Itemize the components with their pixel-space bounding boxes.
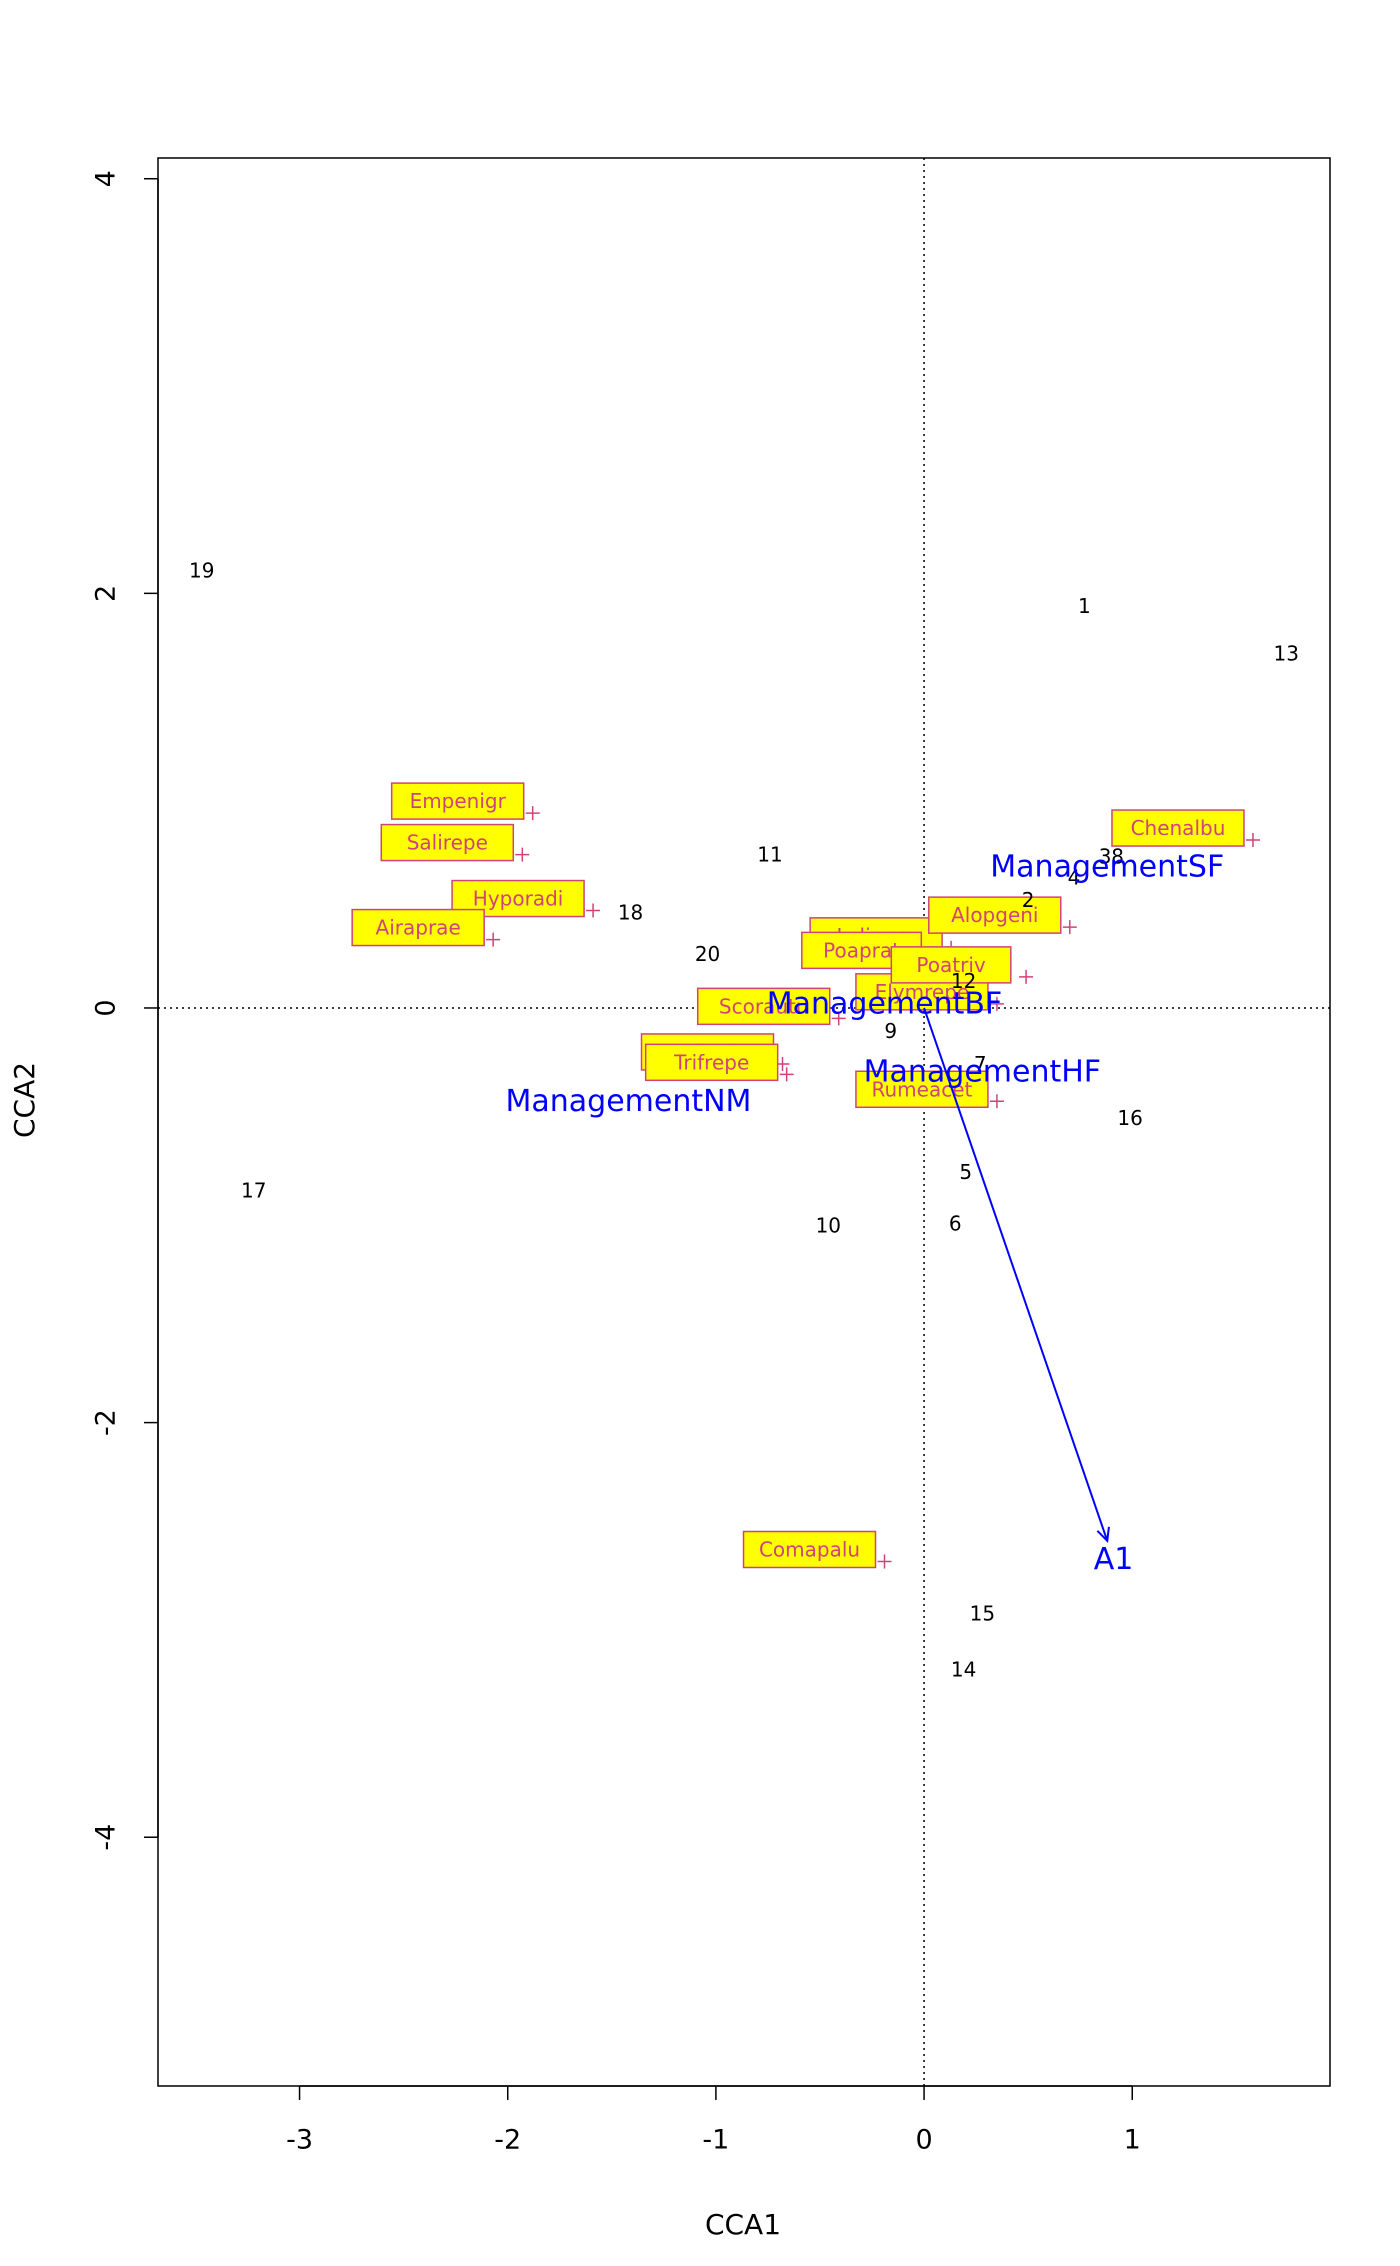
site-label: 13 (1274, 641, 1299, 665)
species-label: Scorautu (719, 994, 809, 1018)
species-label: Chenalbu (1131, 816, 1226, 840)
species-marker (877, 1554, 892, 1569)
site-label: 12 (951, 969, 976, 993)
species-label: Hyporadi (473, 887, 564, 911)
species-label: Trifrepe (673, 1050, 749, 1074)
species-marker (515, 847, 530, 862)
biplot-arrow-head (1096, 1526, 1110, 1543)
site-label: 7 (974, 1052, 987, 1076)
species-box (855, 1070, 989, 1109)
centroid-label: ManagementSF (990, 850, 1224, 885)
biplot-arrow-label: A1 (1094, 1542, 1134, 1577)
species-box (928, 896, 1062, 934)
species-label: Salirepe (407, 831, 488, 855)
site-label: 19 (189, 559, 214, 583)
site-label: 8 (1111, 845, 1124, 869)
site-label: 2 (1022, 888, 1035, 912)
site-label: 16 (1117, 1106, 1142, 1130)
species-marker (525, 806, 540, 821)
species-marker (989, 996, 1004, 1011)
species-box (390, 782, 525, 820)
centroid-labels: ManagementSF ManagementBF ManagementHF Mana… (505, 850, 1224, 1119)
x-axis-title: CCA1 (705, 2208, 781, 2241)
site-label: 1 (1078, 594, 1091, 618)
x-tick-label: -1 (702, 2125, 729, 2156)
species-label: Alopgeni (951, 903, 1038, 927)
species-box (742, 1530, 877, 1569)
site-label: 11 (757, 843, 782, 867)
centroid-label: ManagementNM (505, 1084, 751, 1119)
y-tick-label: 0 (91, 999, 122, 1016)
site-label: 6 (949, 1212, 962, 1236)
site-label: 10 (816, 1214, 841, 1238)
species-label: Comapalu (759, 1538, 860, 1562)
site-label: 5 (959, 1160, 972, 1184)
y-tick-label: -2 (91, 1409, 122, 1436)
site-label: 20 (695, 942, 720, 966)
species-box (696, 987, 831, 1026)
species-label: Elymrepe (875, 980, 970, 1004)
x-tick-label: -2 (494, 2125, 521, 2156)
species-marker (831, 1011, 846, 1026)
biplot-arrows: A1 (923, 1007, 1134, 1577)
site-label: 4 (1068, 865, 1081, 889)
species-marker (486, 932, 501, 947)
species-marker (1019, 969, 1034, 984)
centroid-label: ManagementHF (864, 1055, 1101, 1090)
y-tick-label: 4 (91, 170, 122, 187)
y-axis-title: CCA2 (8, 1062, 41, 1138)
x-tick-label: -3 (286, 2125, 313, 2156)
species-box (644, 1043, 779, 1082)
x-tick-label: 0 (915, 2125, 932, 2156)
species-marker (1062, 920, 1077, 935)
centroid-label: ManagementBF (767, 986, 1002, 1021)
species-label: Poatriv (916, 953, 985, 977)
biplot-arrow-line (923, 1007, 1109, 1542)
species-box (1111, 809, 1245, 847)
species-marker (1245, 833, 1260, 848)
site-label: 3 (1099, 845, 1112, 869)
species-box (351, 908, 485, 947)
species-marker (989, 1094, 1004, 1109)
site-label: 9 (884, 1019, 897, 1043)
species-marker (779, 1067, 794, 1082)
site-label: 17 (241, 1178, 266, 1202)
species-labels: EmpenigrSalirepeHyporadiAirapraeLolipere… (351, 782, 1245, 1569)
species-label: Poaprat (823, 938, 900, 962)
species-marker (586, 903, 601, 918)
plot-frame (157, 157, 1331, 2087)
species-label: Airaprae (376, 916, 461, 940)
species-label: Empenigr (410, 789, 507, 813)
site-label: 18 (618, 901, 643, 925)
x-tick-label: 1 (1124, 2125, 1141, 2156)
site-label: 14 (951, 1657, 976, 1681)
species-box (380, 823, 515, 862)
y-tick-label: 2 (91, 585, 122, 602)
site-label: 15 (970, 1601, 995, 1625)
species-box (890, 946, 1012, 984)
y-tick-label: -4 (91, 1824, 122, 1851)
